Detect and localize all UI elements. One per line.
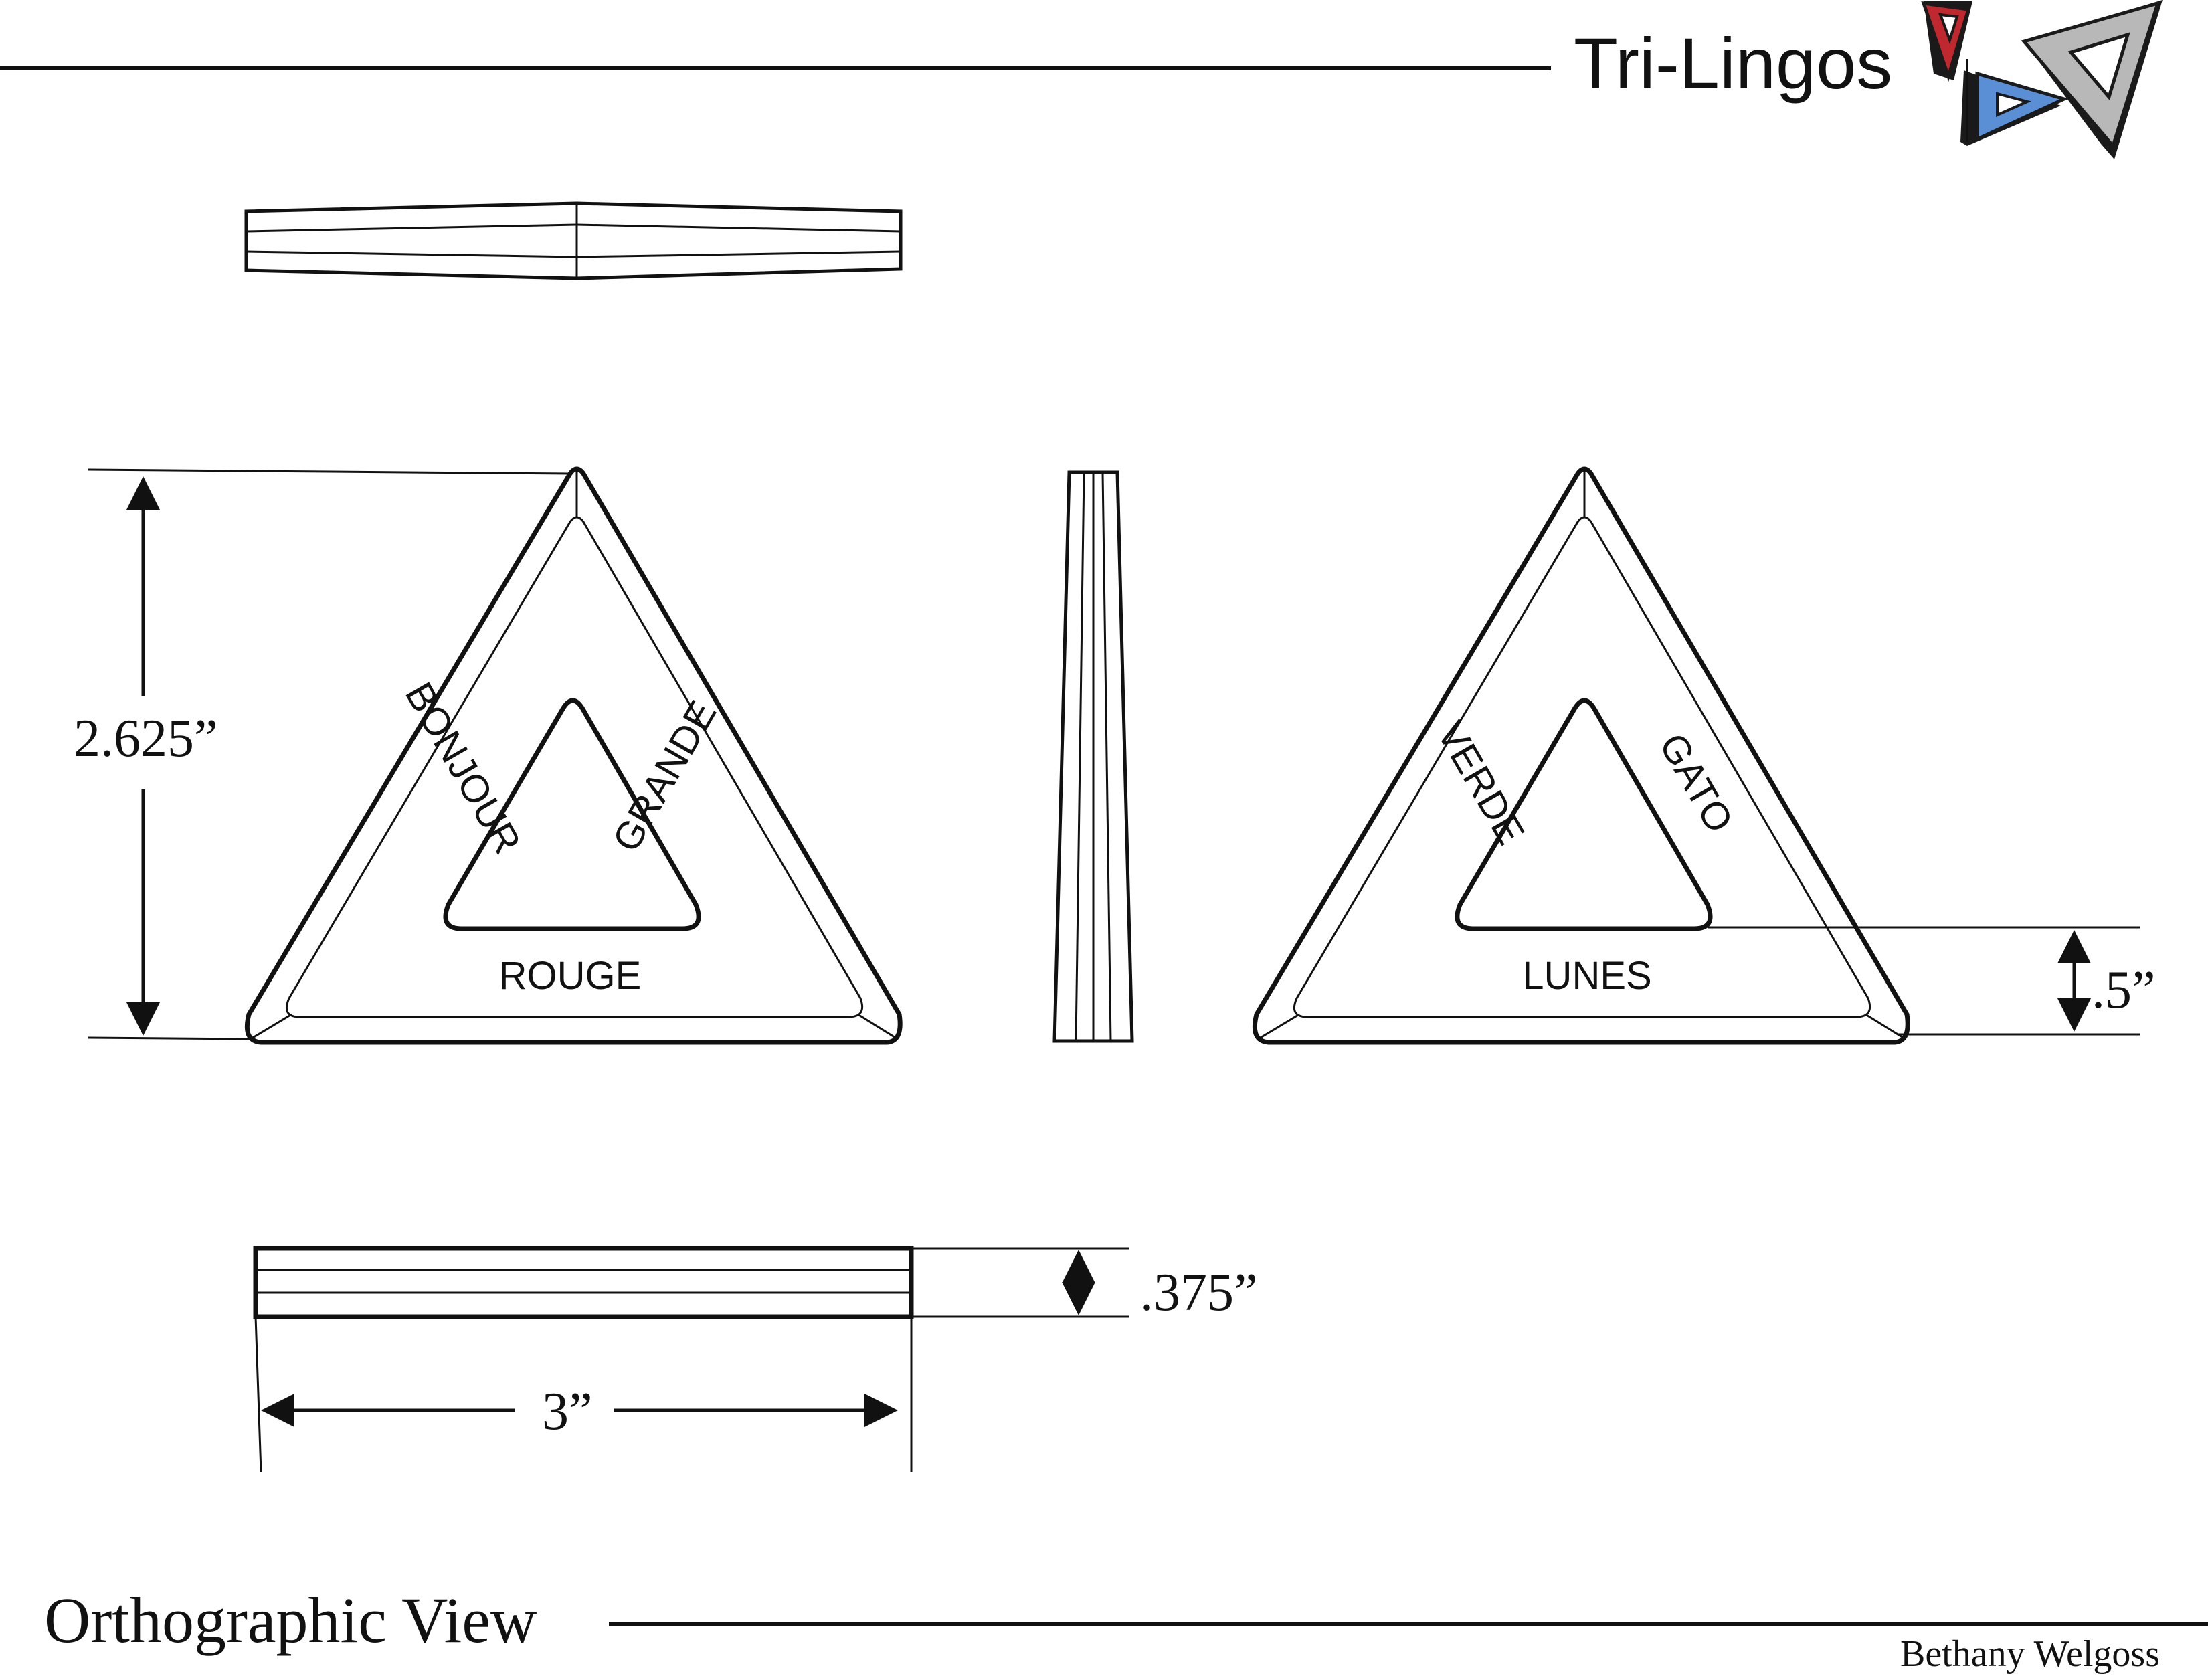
height-dimension: 2.625” <box>74 468 571 1040</box>
top-view-outline <box>244 201 903 280</box>
author-name: Bethany Welgoss <box>1900 1633 2160 1675</box>
header: Tri-Lingos <box>0 0 2163 159</box>
bottom-view-outline <box>253 1246 914 1319</box>
back-word-bottom: LUNES <box>1522 954 1651 998</box>
front-word-bottom: ROUGE <box>499 954 642 998</box>
height-dimension-label: 2.625” <box>74 709 218 768</box>
tri-lingos-logo <box>1921 0 2163 159</box>
bottom-view <box>253 1246 914 1319</box>
top-view <box>244 201 903 280</box>
gray-triangle-logo-icon <box>2021 0 2163 159</box>
view-title: Orthographic View <box>44 1584 537 1656</box>
white-prism-logo-icon <box>1966 59 1968 142</box>
width-dimension-label: 3” <box>542 1382 593 1441</box>
blue-triangle-logo-icon <box>1960 70 2069 146</box>
hole-offset-dimension-label: .5” <box>2092 961 2156 1020</box>
side-view <box>1052 470 1134 1043</box>
red-triangle-logo-icon <box>1921 1 1972 82</box>
width-dimension: 3” <box>254 1316 913 1473</box>
back-triangle-inner-bevel <box>1293 516 1871 1018</box>
thickness-dimension-label: .375” <box>1140 1263 1258 1322</box>
thickness-dimension: .375” <box>911 1247 1258 1322</box>
back-view: VERDE GATO LUNES <box>1252 466 1910 1045</box>
footer: Orthographic View Bethany Welgoss <box>44 1584 2208 1675</box>
header-title: Tri-Lingos <box>1574 23 1892 104</box>
back-word-right: GATO <box>1651 726 1742 840</box>
front-triangle-inner-bevel <box>286 516 864 1018</box>
back-word-left: VERDE <box>1429 714 1533 852</box>
front-triangle-hole <box>443 698 701 931</box>
hole-offset-dimension: .5” <box>1708 926 2156 1036</box>
back-triangle-hole <box>1455 698 1713 931</box>
front-view: BONJOUR GRANDE ROUGE <box>244 466 903 1045</box>
side-view-outline <box>1052 470 1134 1043</box>
